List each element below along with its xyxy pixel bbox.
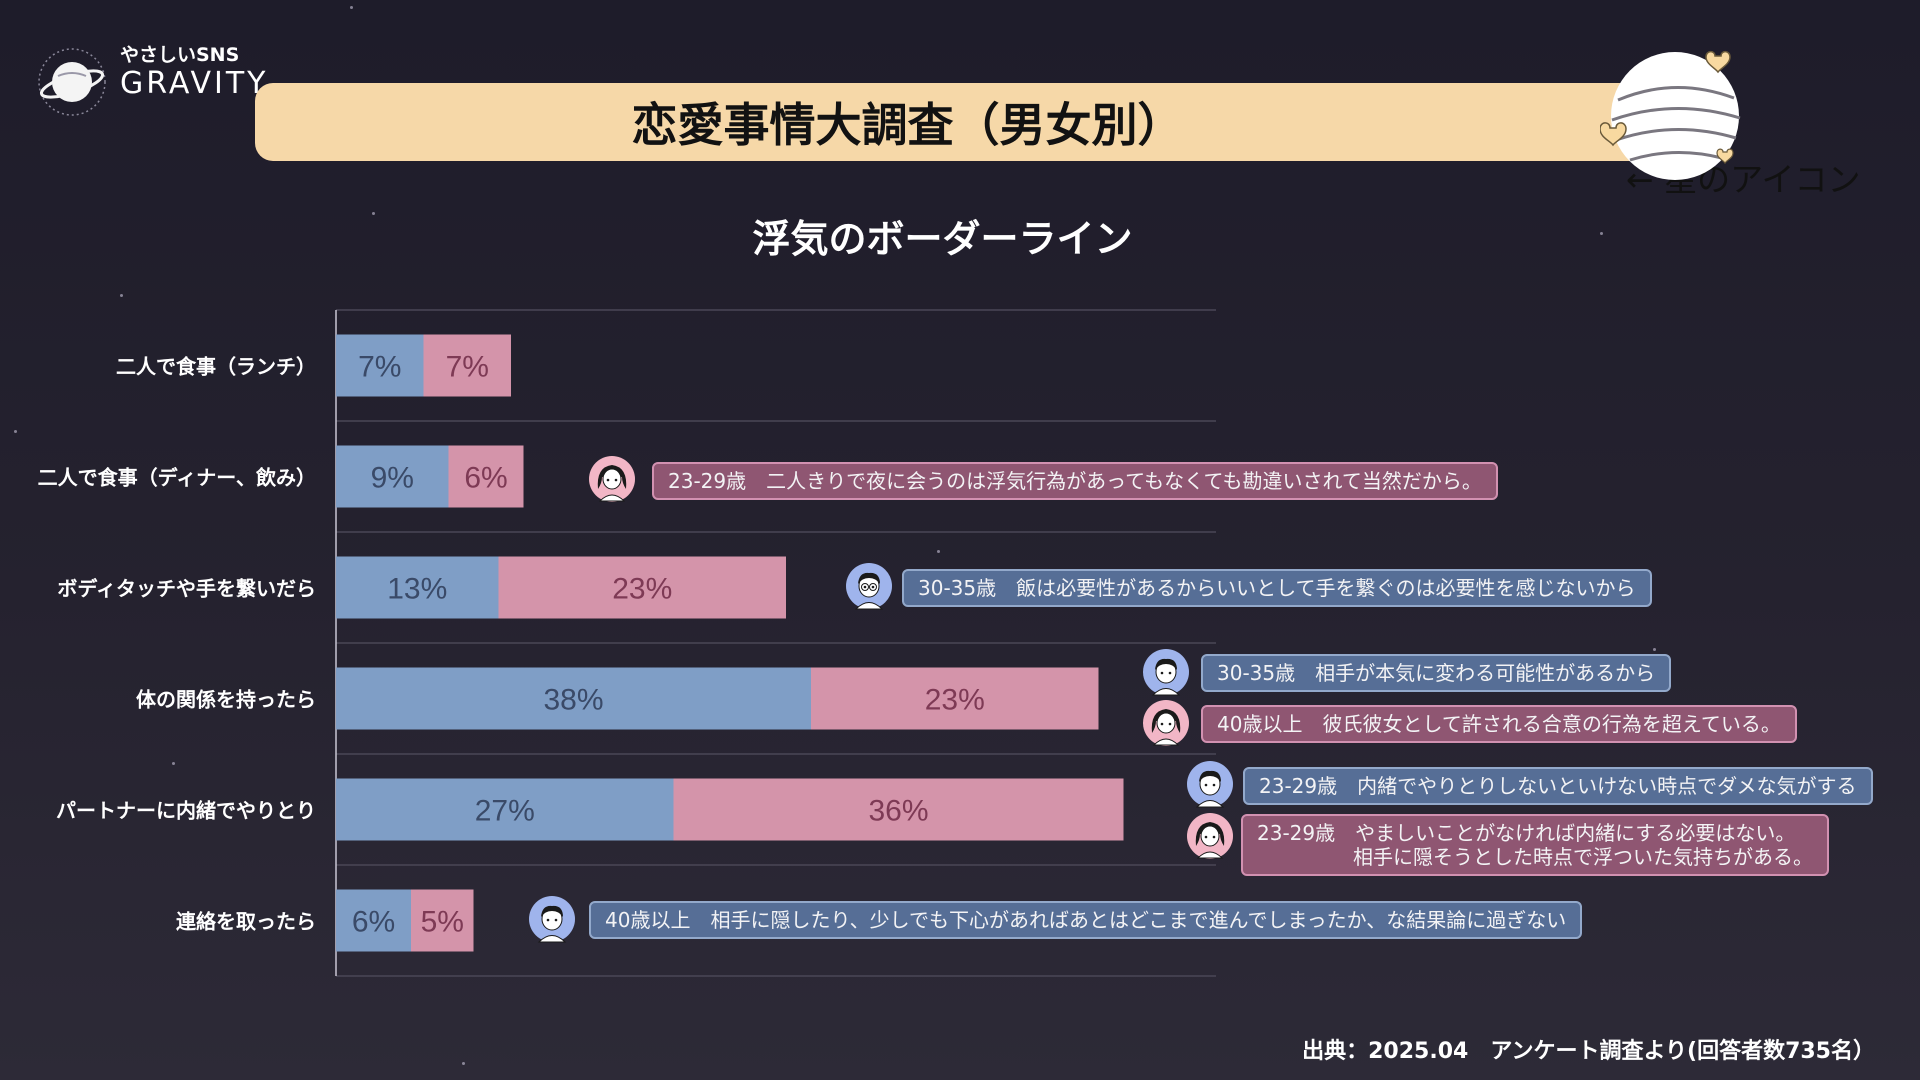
bar-segment-blue xyxy=(336,667,811,730)
bar-segment-pink xyxy=(411,889,474,952)
data-label: 5% xyxy=(421,906,464,939)
man-avatar-icon xyxy=(528,895,576,943)
comment-bubble: 30-35歳 相手が本気に変わる可能性があるから xyxy=(1201,654,1672,692)
star-decoration xyxy=(1653,648,1656,651)
man-glasses-avatar-icon xyxy=(845,562,893,610)
star-decoration xyxy=(937,550,940,553)
data-label: 27% xyxy=(475,795,535,828)
bar-segment-blue xyxy=(336,889,411,952)
comment-bubble: 30-35歳 飯は必要性があるからいいとして手を繋ぐのは必要性を感じないから xyxy=(902,569,1652,607)
data-label: 38% xyxy=(543,684,603,717)
star-decoration xyxy=(462,1062,465,1065)
woman-avatar-icon xyxy=(1142,699,1190,747)
star-decoration xyxy=(372,212,375,215)
chart-title: 浮気のボーダーライン xyxy=(752,217,1133,261)
star-decoration xyxy=(14,430,17,433)
category-label: 二人で食事（ランチ） xyxy=(116,355,316,379)
data-label: 6% xyxy=(352,906,395,939)
comment-bubble: 40歳以上 相手に隠したり、少しでも下心があればあとはどこまで進んでしまったか、… xyxy=(589,901,1583,939)
bar-segment-pink xyxy=(423,334,511,397)
bar-segment-blue xyxy=(336,445,449,508)
comment-text: 23-29歳 二人きりで夜に会うのは浮気行為があってもなくても勘違いされて当然だ… xyxy=(668,469,1482,493)
star-decoration xyxy=(172,762,175,765)
title-banner: 恋愛事情大調査（男女別） xyxy=(255,83,1670,161)
data-label: 13% xyxy=(387,573,447,606)
data-label: 9% xyxy=(371,462,414,495)
category-label: 体の関係を持ったら xyxy=(136,688,316,712)
bar-segment-blue xyxy=(336,334,424,397)
bar-segment-pink xyxy=(498,556,786,619)
man-avatar-icon xyxy=(1186,760,1234,808)
bar-segment-blue xyxy=(336,778,674,841)
comment-text: 40歳以上 相手に隠したり、少しでも下心があればあとはどこまで進んでしまったか、… xyxy=(605,908,1567,932)
comment-text: 40歳以上 彼氏彼女として許される合意の行為を超えている。 xyxy=(1217,712,1781,736)
data-label: 36% xyxy=(868,795,928,828)
data-label: 23% xyxy=(612,573,672,606)
data-label: 23% xyxy=(925,684,985,717)
planet-hearts-icon xyxy=(1600,50,1741,180)
bar-segment-pink xyxy=(673,778,1124,841)
gravity-logo[interactable]: やさしいSNS GRAVITY xyxy=(36,40,266,125)
man-avatar-icon xyxy=(1142,648,1190,696)
comment-bubble: 23-29歳 やましいことがなければ内緒にする必要はない。 相手に隠そうとした時点… xyxy=(1241,814,1829,876)
page-title: 恋愛事情大調査（男女別） xyxy=(631,98,1184,152)
category-label: 二人で食事（ディナー、飲み） xyxy=(38,466,316,490)
data-label: 7% xyxy=(446,351,489,384)
star-decoration xyxy=(120,294,123,297)
category-label: パートナーに内緒でやりとり xyxy=(56,799,316,823)
data-label: 7% xyxy=(358,351,401,384)
comment-text: 30-35歳 相手が本気に変わる可能性があるから xyxy=(1217,661,1656,685)
bar-segment-pink xyxy=(448,445,524,508)
category-label: 連絡を取ったら xyxy=(176,910,316,934)
brand-tagline: やさしいSNS xyxy=(120,44,240,66)
comment-text: 23-29歳 やましいことがなければ内緒にする必要はない。 xyxy=(1257,821,1796,845)
data-label: 6% xyxy=(464,462,507,495)
woman-avatar-icon xyxy=(588,455,636,503)
source-note: 出典：2025.04 アンケート調査より(回答者数735名） xyxy=(1302,1039,1875,1064)
star-decoration xyxy=(1600,232,1603,235)
star-decoration xyxy=(350,6,353,9)
category-label: ボディタッチや手を繋いだら xyxy=(57,577,316,601)
bar-segment-blue xyxy=(336,556,499,619)
bar-segment-pink xyxy=(811,667,1099,730)
comment-text-line2: 相手に隠そうとした時点で浮ついた気持ちがある。 xyxy=(1353,845,1813,869)
comment-bubble: 23-29歳 内緒でやりとりしないといけない時点でダメな気がする xyxy=(1243,767,1873,805)
comment-text: 23-29歳 内緒でやりとりしないといけない時点でダメな気がする xyxy=(1259,774,1857,798)
planet-logo-icon xyxy=(38,48,106,116)
woman-avatar-icon xyxy=(1186,812,1234,860)
comment-bubble: 23-29歳 二人きりで夜に会うのは浮気行為があってもなくても勘違いされて当然だ… xyxy=(652,462,1498,500)
brand-name: GRAVITY xyxy=(120,66,269,101)
stacked-bar-chart: 二人で食事（ランチ） 7% 7% 二人で食事（ディナー、飲み） 9% 6% ボディタッチや手… xyxy=(38,309,1216,977)
comment-text: 30-35歳 飯は必要性があるからいいとして手を繋ぐのは必要性を感じないから xyxy=(918,576,1636,600)
comment-bubble: 40歳以上 彼氏彼女として許される合意の行為を超えている。 xyxy=(1201,705,1797,743)
